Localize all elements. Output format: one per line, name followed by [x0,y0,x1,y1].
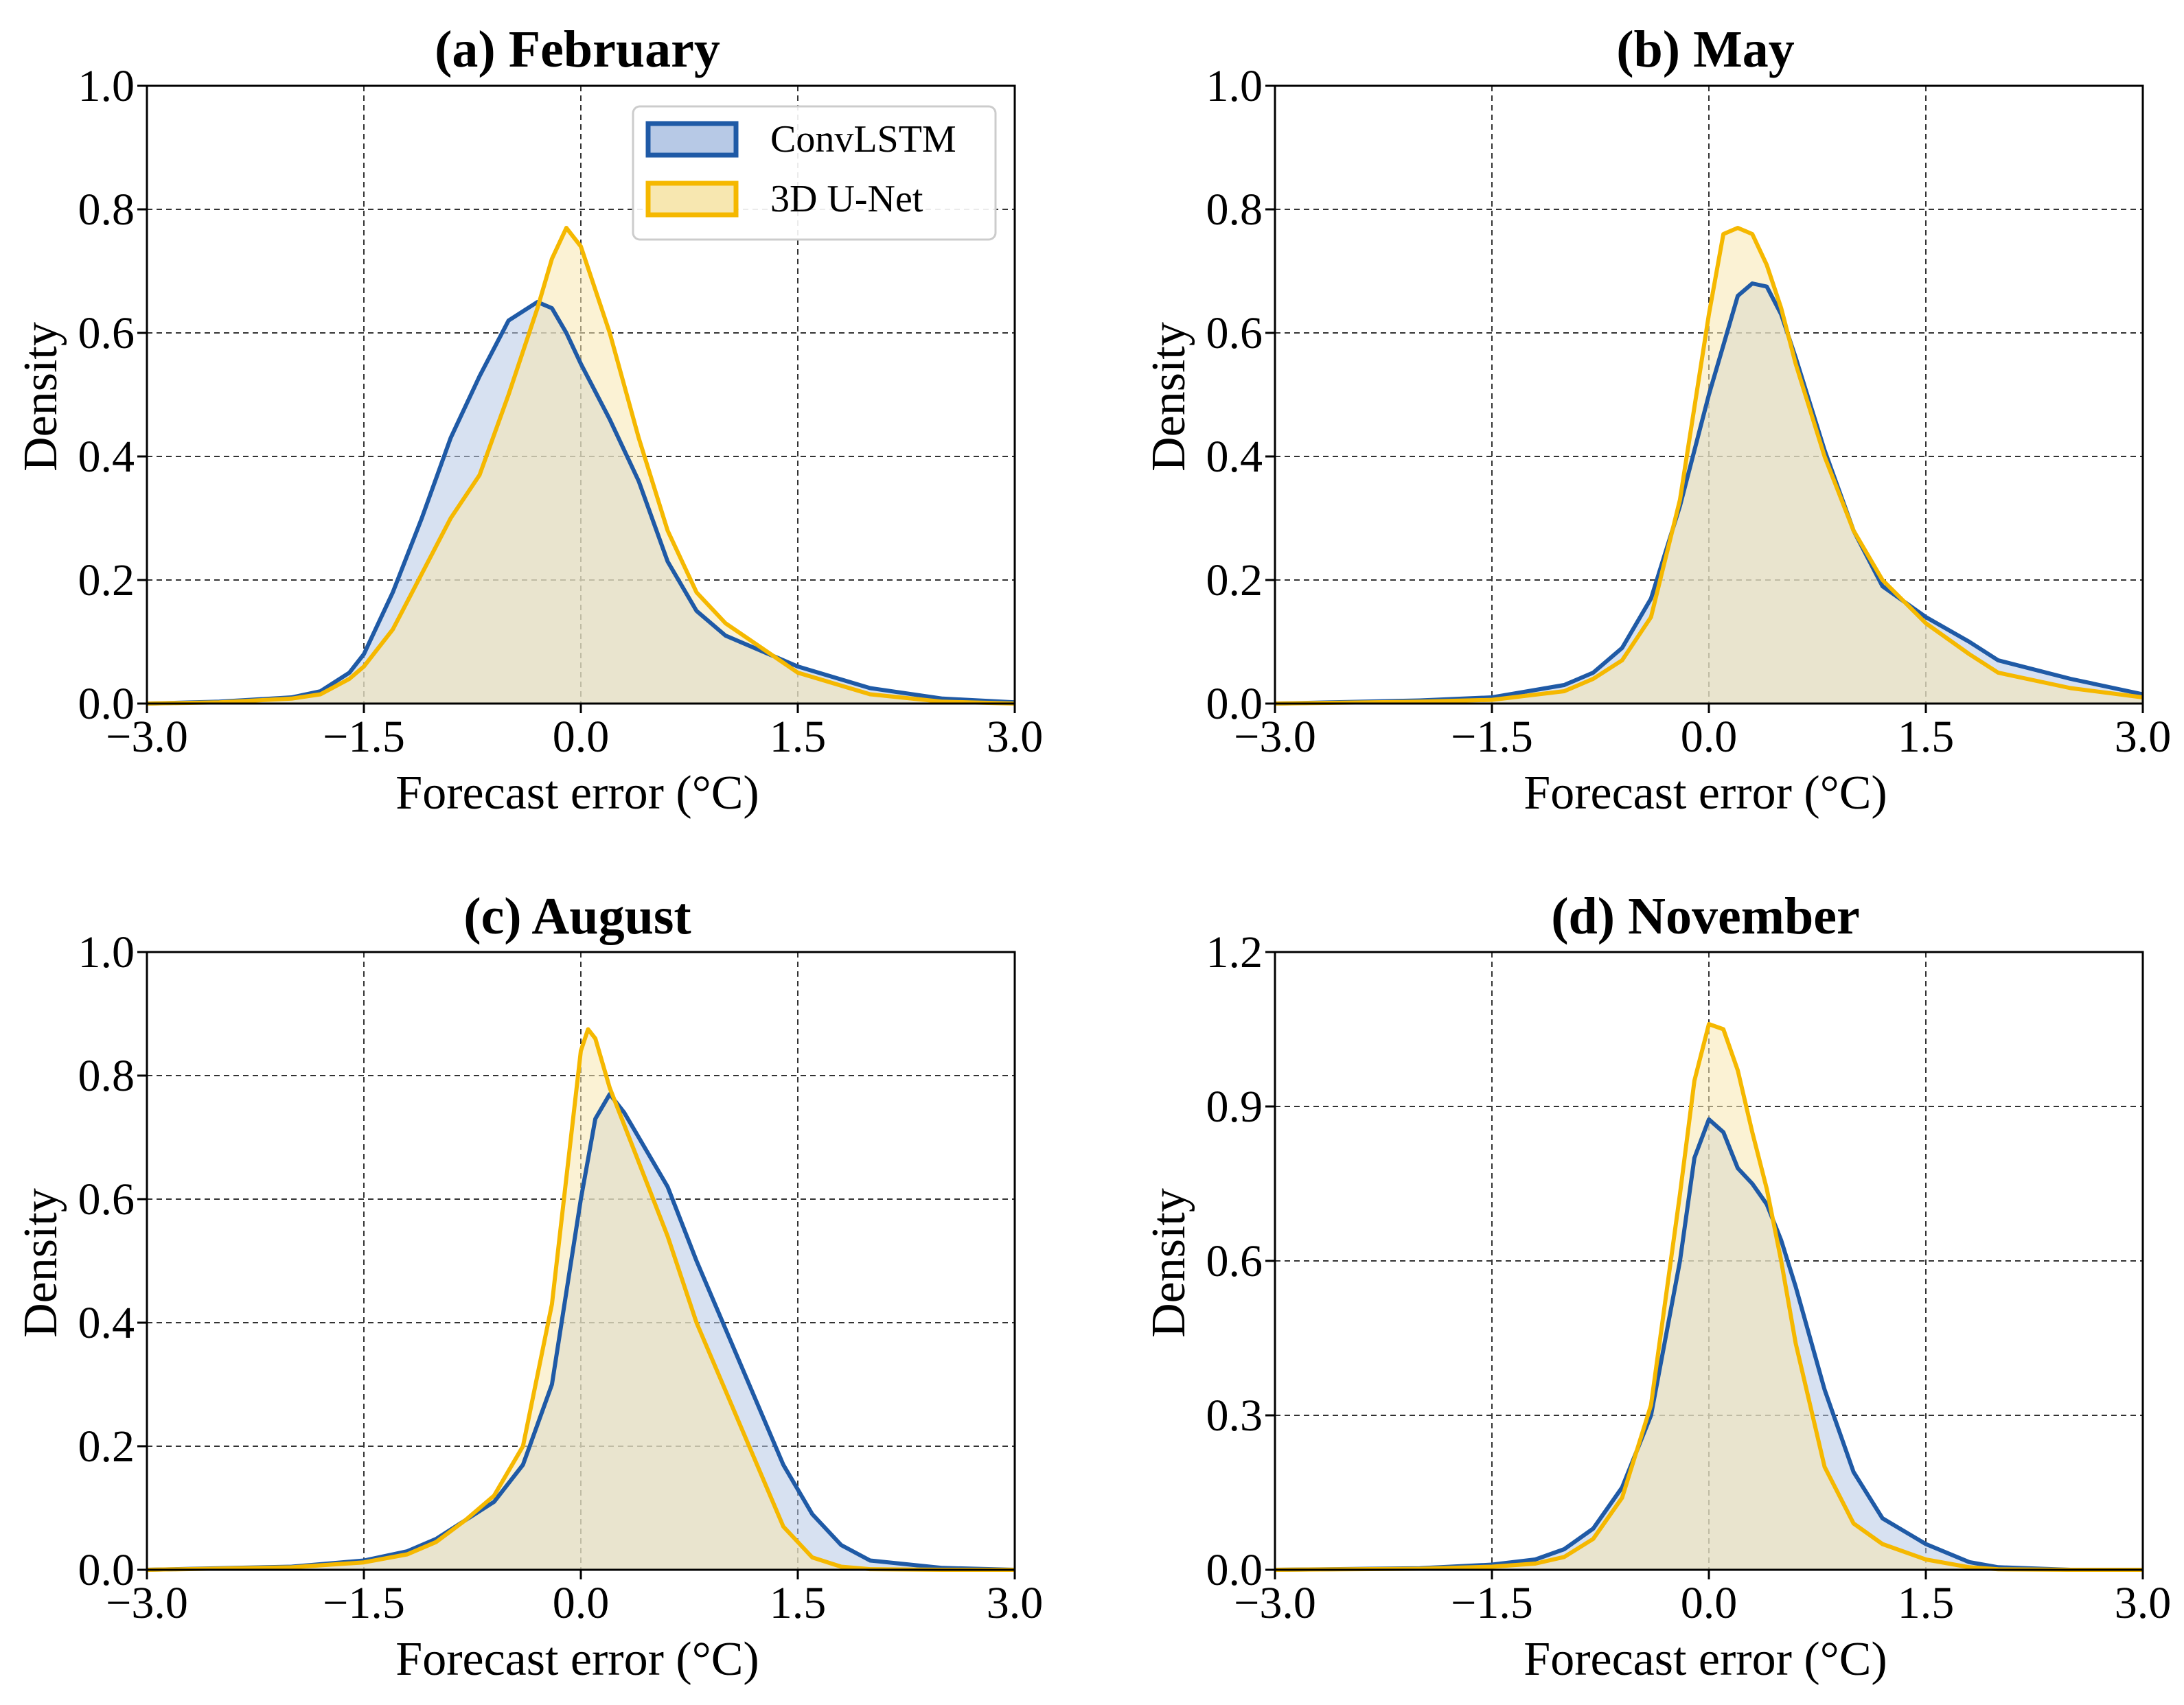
x-tick-label: −3.0 [106,712,188,762]
panel-title: (a) February [435,21,720,78]
y-axis-label: Density [1142,1188,1195,1338]
y-tick-label: 0.0 [1206,1545,1263,1595]
plot-area: −3.0 −1.5 0.0 1.5 3.0 0.0 0.2 0.4 0.6 0.8 1.0 [1206,61,2172,762]
y-axis-label: Density [1142,322,1195,472]
x-tick-label: −1.5 [1451,1578,1533,1628]
y-tick-label: 0.4 [78,432,135,482]
panel-title: (b) May [1616,21,1795,78]
y-tick-label: 0.0 [78,1545,135,1595]
x-tick-label: −3.0 [106,1578,188,1628]
x-tick-label: 3.0 [2115,712,2172,762]
panel-title: (d) November [1551,888,1860,945]
y-tick-label: 0.4 [1206,432,1263,482]
unet-series-fill [147,1029,1015,1570]
unet-series-fill [1275,228,2143,704]
x-tick-label: −3.0 [1234,712,1316,762]
x-tick-label: 3.0 [987,1578,1044,1628]
y-tick-label: 0.0 [1206,679,1263,729]
y-tick-label: 0.0 [78,679,135,729]
y-tick-label: 0.6 [78,308,135,358]
legend-swatch-convlstm [645,121,739,158]
x-tick-label: 0.0 [1681,1578,1738,1628]
unet-series-fill [147,228,1015,704]
x-tick-label: 1.5 [1898,712,1955,762]
y-tick-label: 0.6 [78,1174,135,1225]
y-tick-label: 0.8 [78,1051,135,1101]
x-axis-label: Forecast error (°C) [1524,767,1887,820]
x-tick-label: 1.5 [770,712,827,762]
x-tick-label: −1.5 [1451,712,1533,762]
x-tick-label: −3.0 [1234,1578,1316,1628]
x-tick-label: −1.5 [323,712,405,762]
y-tick-label: 0.8 [78,185,135,235]
plot-area: −3.0 −1.5 0.0 1.5 3.0 0.0 0.2 0.4 0.6 0.8 1.0 [78,927,1044,1628]
convlstm-series-line [1274,1117,2143,1572]
plot-area: −3.0 −1.5 0.0 1.5 3.0 0.0 0.3 0.6 0.9 1.2 [1206,927,2172,1628]
x-tick-label: −1.5 [323,1578,405,1628]
y-tick-label: 0.2 [1206,555,1263,605]
unet-series-line [1274,226,2143,706]
legend-label-unet: 3D U-Net [770,178,923,220]
panel-b: (b) May −3.0 −1.5 0.0 1.5 3.0 0.0 0.2 0.4 0.6 0.8… [1142,21,2171,820]
x-axis-label: Forecast error (°C) [395,767,759,820]
unet-series-line [1274,1022,2143,1572]
convlstm-series-line [146,300,1015,706]
y-tick-label: 0.8 [1206,185,1263,235]
y-tick-label: 1.0 [1206,61,1263,111]
panel-c: (c) August −3.0 −1.5 0.0 1.5 3.0 0.0 0.2 0.4 0.6… [14,888,1043,1686]
y-tick-label: 0.6 [1206,1236,1263,1286]
convlstm-series-line [1274,281,2143,706]
panel-a: (a) February −3.0 −1.5 0.0 1.5 3.0 0.0 0.2 0.4 0… [14,21,1043,820]
unet-series-line [146,1027,1015,1572]
panel-title: (c) August [463,888,691,945]
unet-series-fill [1275,1024,2143,1570]
x-axis-label: Forecast error (°C) [1524,1633,1887,1686]
x-tick-label: 3.0 [987,712,1044,762]
x-tick-label: 1.5 [770,1578,827,1628]
y-tick-label: 1.0 [78,61,135,111]
y-tick-label: 0.9 [1206,1082,1263,1132]
x-axis-label: Forecast error (°C) [395,1633,759,1686]
legend: ConvLSTM 3D U-Net [632,105,997,241]
panel-d: (d) November −3.0 −1.5 0.0 1.5 3.0 0.0 0.3 0.6 0… [1142,888,2171,1686]
x-tick-label: 0.0 [553,1578,610,1628]
legend-swatch-unet [645,181,739,218]
y-axis-label: Density [14,1188,67,1338]
y-tick-label: 1.2 [1206,927,1263,977]
y-tick-label: 0.3 [1206,1391,1263,1441]
legend-label-convlstm: ConvLSTM [770,118,956,161]
x-tick-label: 0.0 [553,712,610,762]
x-tick-label: 3.0 [2115,1578,2172,1628]
unet-series-line [146,226,1015,706]
y-tick-label: 1.0 [78,927,135,977]
y-axis-label: Density [14,322,67,472]
y-tick-label: 0.2 [78,555,135,605]
y-tick-label: 0.4 [78,1298,135,1348]
y-tick-label: 0.6 [1206,308,1263,358]
y-tick-label: 0.2 [78,1422,135,1472]
x-tick-label: 0.0 [1681,712,1738,762]
x-tick-label: 1.5 [1898,1578,1955,1628]
plot-area: −3.0 −1.5 0.0 1.5 3.0 0.0 0.2 0.4 0.6 0.8 1.0 [78,61,1044,762]
